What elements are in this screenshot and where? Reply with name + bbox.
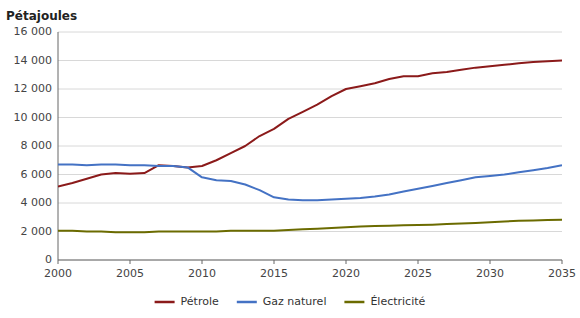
x-axis-line — [58, 260, 562, 261]
grid-line — [58, 260, 562, 261]
grid-line — [58, 89, 562, 90]
x-tick — [202, 260, 203, 264]
y-axis-label: Pétajoules — [6, 9, 77, 23]
legend-label: Pétrole — [181, 295, 219, 308]
x-tick — [346, 260, 347, 264]
y-tick-label: 0 — [45, 253, 52, 266]
legend-swatch — [237, 301, 257, 304]
legend-item: Gaz naturel — [237, 295, 327, 308]
x-tick-label: 2020 — [332, 267, 360, 280]
plot-area — [58, 61, 562, 233]
grid-line — [58, 203, 562, 204]
x-tick — [418, 260, 419, 264]
grid — [58, 32, 562, 260]
y-tick-label: 6 000 — [21, 168, 53, 181]
x-tick-label: 2025 — [404, 267, 432, 280]
x-tick — [274, 260, 275, 264]
x-tick-label: 2005 — [116, 267, 144, 280]
line — [58, 61, 562, 187]
x-tick — [562, 260, 563, 264]
x-tick-label: 2030 — [476, 267, 504, 280]
y-tick-label: 2 000 — [21, 225, 53, 238]
grid-line — [58, 32, 562, 33]
x-tick — [130, 260, 131, 264]
y-tick-label: 12 000 — [14, 82, 53, 95]
x-tick-label: 2015 — [260, 267, 288, 280]
x-tick-label: 2035 — [548, 267, 576, 280]
x-tick-label: 2000 — [44, 267, 72, 280]
y-tick-label: 8 000 — [21, 139, 53, 152]
line — [58, 165, 562, 201]
x-tick — [58, 260, 59, 264]
axes: 0 2 000 4 000 6 000 8 000 10 000 12 000 14 000 1… — [14, 25, 577, 280]
grid-line — [58, 146, 562, 147]
grid-line — [58, 117, 562, 118]
legend-item: Pétrole — [155, 295, 219, 308]
chart: 0 2 000 4 000 6 000 8 000 10 000 12 000 14 000 1… — [0, 0, 580, 318]
grid-line — [58, 60, 562, 61]
y-tick-label: 4 000 — [21, 196, 53, 209]
legend-label: Électricité — [370, 295, 425, 308]
line — [58, 220, 562, 232]
legend: Pétrole Gaz naturel Électricité — [155, 295, 426, 308]
y-tick-label: 10 000 — [14, 111, 53, 124]
y-axis-line — [58, 32, 59, 260]
y-tick-label: 16 000 — [14, 25, 53, 38]
legend-swatch — [155, 301, 175, 304]
legend-label: Gaz naturel — [263, 295, 327, 308]
legend-swatch — [344, 301, 364, 304]
x-tick — [490, 260, 491, 264]
x-tick-label: 2010 — [188, 267, 216, 280]
legend-item: Électricité — [344, 295, 425, 308]
y-tick-label: 14 000 — [14, 54, 53, 67]
